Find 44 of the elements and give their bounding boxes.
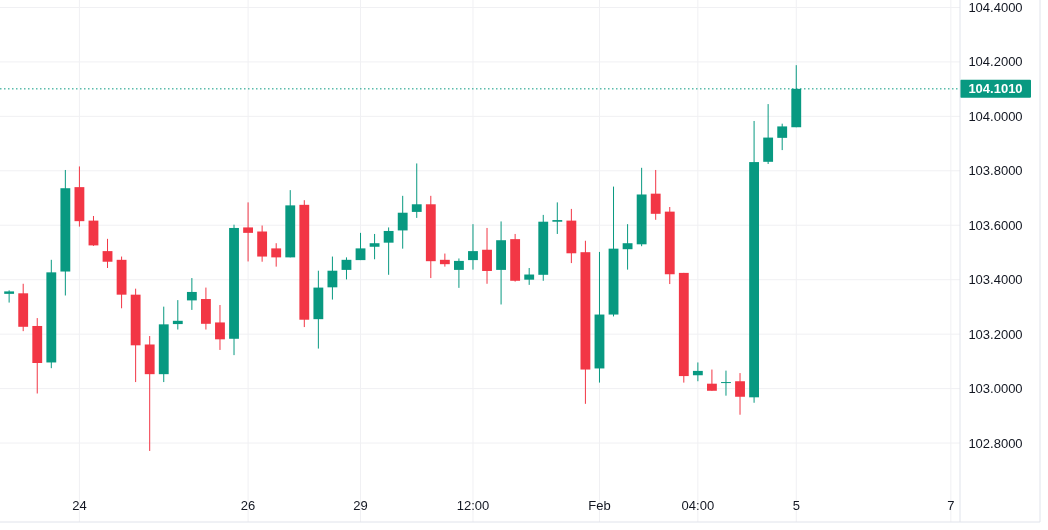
candlestick bbox=[482, 227, 492, 285]
candlestick bbox=[777, 123, 788, 151]
candlestick bbox=[692, 361, 703, 382]
y-tick-label: 104.4000 bbox=[968, 0, 1023, 15]
candlestick bbox=[650, 169, 661, 221]
candlestick bbox=[622, 223, 633, 271]
x-tick-label: 04:00 bbox=[681, 498, 715, 513]
y-tick-label: 104.2000 bbox=[968, 54, 1023, 70]
candlestick bbox=[411, 162, 422, 219]
candlestick bbox=[4, 289, 15, 304]
candlestick bbox=[341, 256, 352, 280]
candlestick bbox=[215, 304, 225, 351]
y-tick-label: 104.0000 bbox=[968, 108, 1023, 124]
x-tick-label: 12:00 bbox=[456, 498, 490, 513]
candlestick bbox=[707, 369, 717, 392]
candlestick bbox=[735, 372, 745, 416]
candlestick bbox=[454, 257, 464, 289]
candlestick bbox=[397, 195, 408, 250]
x-tick-label: 7 bbox=[947, 498, 955, 513]
candlestick bbox=[327, 256, 338, 301]
ref-line-label: 104.1010 bbox=[968, 81, 1023, 97]
candlestick bbox=[439, 253, 450, 268]
candlestick bbox=[721, 370, 731, 397]
candlestick bbox=[468, 223, 478, 271]
candlestick bbox=[243, 201, 253, 262]
candlestick bbox=[271, 242, 282, 268]
candlestick bbox=[186, 277, 197, 311]
y-tick-label: 103.2000 bbox=[968, 326, 1023, 342]
x-tick-label: Feb bbox=[588, 498, 611, 513]
candlestick bbox=[172, 299, 183, 331]
candlestick bbox=[355, 232, 366, 261]
x-tick-label: 5 bbox=[792, 498, 800, 513]
y-tick-label: 102.8000 bbox=[968, 435, 1023, 451]
candlestick bbox=[369, 233, 380, 260]
x-tick-label: 29 bbox=[353, 498, 368, 513]
candlestick bbox=[552, 201, 563, 235]
y-tick-label: 103.6000 bbox=[968, 217, 1023, 233]
y-tick-label: 103.4000 bbox=[968, 272, 1023, 288]
candlestick bbox=[102, 238, 113, 269]
x-tick-label: 24 bbox=[72, 498, 87, 513]
y-tick-label: 103.8000 bbox=[968, 163, 1023, 179]
candlestick bbox=[383, 226, 394, 276]
y-tick-label: 103.0000 bbox=[968, 381, 1023, 397]
x-tick-label: 26 bbox=[240, 498, 256, 513]
